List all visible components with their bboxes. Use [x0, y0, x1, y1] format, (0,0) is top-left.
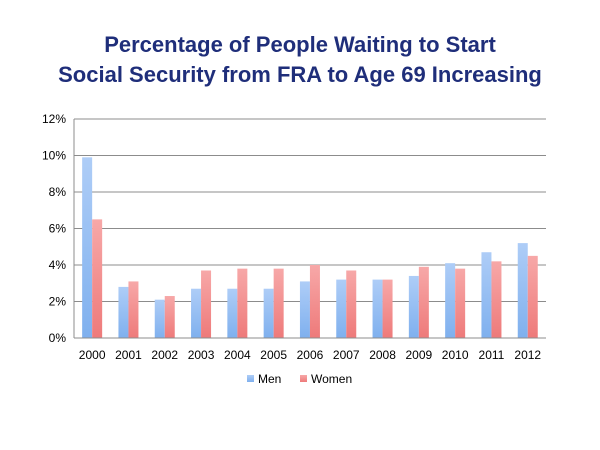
bar-women-2007	[346, 270, 357, 338]
x-tick-label: 2001	[115, 348, 142, 362]
bar-men-2001	[118, 286, 129, 338]
x-tick-label: 2002	[151, 348, 178, 362]
y-tick-label: 2%	[49, 295, 67, 309]
x-tick-labels: 2000 2001 2002 2003 2004 2005 2006 2007 2008 2009…	[79, 348, 542, 362]
chart-title-line-2: Social Security from FRA to Age 69 Incre…	[58, 62, 542, 87]
bar-women-2006	[309, 265, 320, 338]
bar-men-2005	[263, 288, 274, 338]
bar-men-2002	[154, 299, 165, 338]
bar-men-2008	[372, 279, 383, 338]
legend-swatch-men	[247, 375, 254, 382]
bar-women-2012	[527, 255, 538, 338]
bar-men-2004	[227, 288, 238, 338]
legend-label-men: Men	[258, 372, 281, 386]
bar-women-2000	[92, 219, 103, 338]
bar-women-2004	[237, 268, 248, 338]
bar-women-2001	[128, 281, 139, 338]
y-tick-label: 0%	[49, 331, 67, 345]
y-tick-label: 4%	[49, 258, 67, 272]
bar-women-2008	[382, 279, 393, 338]
x-tick-label: 2005	[260, 348, 287, 362]
y-tick-labels: 0% 2% 4% 6% 8% 10% 12%	[42, 112, 66, 345]
bar-men-2003	[191, 288, 202, 338]
bar-men-2000	[82, 157, 93, 338]
bars	[82, 157, 538, 338]
x-tick-label: 2012	[514, 348, 541, 362]
bar-men-2012	[517, 243, 528, 338]
y-tick-label: 6%	[49, 222, 67, 236]
bar-women-2002	[164, 296, 175, 338]
x-tick-label: 2003	[188, 348, 215, 362]
legend: Men Women	[247, 372, 352, 386]
x-tick-label: 2006	[297, 348, 324, 362]
chart-title-line-1: Percentage of People Waiting to Start	[104, 32, 496, 57]
x-tick-label: 2000	[79, 348, 106, 362]
x-tick-label: 2009	[405, 348, 432, 362]
bar-women-2003	[201, 270, 212, 338]
bar-women-2011	[491, 261, 502, 338]
legend-label-women: Women	[311, 372, 352, 386]
x-tick-label: 2008	[369, 348, 396, 362]
y-tick-label: 10%	[42, 149, 66, 163]
bar-women-2009	[418, 266, 429, 338]
x-tick-label: 2007	[333, 348, 360, 362]
x-tick-label: 2011	[479, 348, 505, 362]
legend-swatch-women	[300, 375, 307, 382]
bar-women-2005	[273, 268, 284, 338]
y-tick-label: 8%	[49, 185, 67, 199]
bar-men-2007	[336, 279, 347, 338]
x-tick-label: 2010	[442, 348, 469, 362]
bar-men-2011	[481, 252, 492, 338]
bar-men-2009	[408, 275, 419, 338]
axes	[73, 119, 546, 339]
bar-men-2010	[445, 263, 456, 338]
bar-women-2010	[455, 268, 466, 338]
x-tick-label: 2004	[224, 348, 251, 362]
y-tick-label: 12%	[42, 112, 66, 126]
bar-men-2006	[299, 281, 310, 338]
